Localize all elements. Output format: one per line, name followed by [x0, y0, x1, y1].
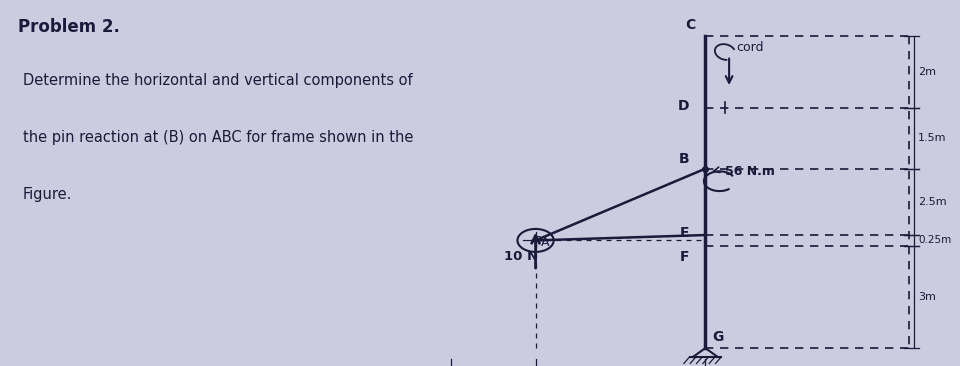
Text: the pin reaction at (B) on ABC for frame shown in the: the pin reaction at (B) on ABC for frame…	[23, 130, 413, 145]
Text: A: A	[541, 236, 550, 249]
Text: D: D	[678, 99, 689, 113]
Text: 10 N: 10 N	[504, 250, 539, 263]
Text: C: C	[684, 18, 695, 32]
Text: F: F	[680, 250, 689, 264]
Text: 0.25m: 0.25m	[918, 235, 951, 246]
Text: 3m: 3m	[918, 292, 936, 302]
Text: 1.5m: 1.5m	[918, 133, 947, 143]
Text: 2m: 2m	[918, 67, 936, 77]
Text: Determine the horizontal and vertical components of: Determine the horizontal and vertical co…	[23, 73, 412, 88]
Text: Problem 2.: Problem 2.	[18, 18, 120, 36]
Text: 56 N.m: 56 N.m	[725, 165, 775, 178]
Text: G: G	[712, 330, 724, 344]
Text: E: E	[680, 226, 689, 240]
Text: cord: cord	[736, 41, 764, 54]
Text: B: B	[679, 152, 689, 166]
Text: Figure.: Figure.	[23, 187, 72, 202]
Text: 2.5m: 2.5m	[918, 197, 947, 207]
